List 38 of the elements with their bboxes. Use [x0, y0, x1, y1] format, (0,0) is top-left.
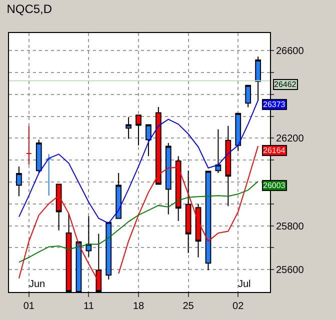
candlestick: [36, 139, 42, 174]
candlestick: [165, 142, 172, 215]
annotation: Jul: [238, 279, 251, 290]
candlestick: [46, 154, 52, 196]
annotation: Jun: [29, 279, 46, 290]
candlestick: [215, 128, 222, 174]
candlestick: [136, 114, 142, 146]
candlestick: [225, 125, 232, 207]
line-series: [18, 180, 259, 263]
x-tick-label: 01: [23, 301, 35, 312]
x-tick-label: 02: [232, 301, 244, 312]
candlestick: [86, 216, 92, 258]
candlestick: [245, 84, 252, 108]
line-series: [18, 100, 259, 224]
y-tick-label: 26600: [276, 46, 304, 58]
candlestick: [26, 125, 32, 166]
y-tick-label: 26200: [276, 134, 304, 145]
x-tick-label: 25: [182, 301, 194, 312]
candlestick: [106, 222, 112, 280]
chart-title: NQC5,D: [6, 2, 52, 16]
y-tick-label: 25800: [276, 221, 304, 232]
x-tick-label: 11: [83, 301, 94, 312]
candlestick: [126, 116, 132, 140]
data-label: 26373: [263, 100, 286, 109]
ref-line-label: 26462: [274, 80, 297, 89]
candlestick: [185, 170, 192, 254]
candlestick: [16, 166, 22, 197]
data-label: 26164: [263, 146, 286, 155]
candlestick: [116, 172, 122, 219]
candlestick: [195, 203, 202, 258]
y-tick-label: 25600: [276, 265, 304, 276]
candlestick: [205, 170, 212, 271]
candlestick: [255, 56, 261, 102]
data-label: 26003: [263, 181, 286, 190]
x-tick-label: 18: [132, 301, 144, 312]
candlestick: [146, 124, 152, 157]
candlestick: [235, 112, 242, 152]
candlestick: [175, 156, 182, 222]
